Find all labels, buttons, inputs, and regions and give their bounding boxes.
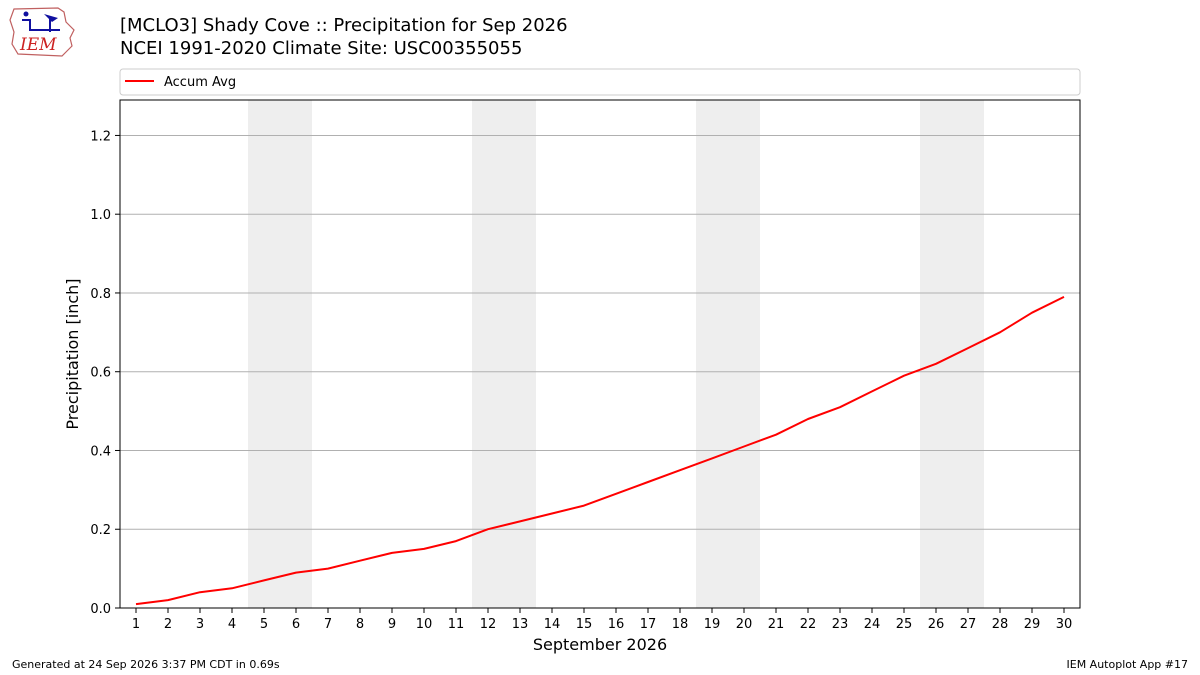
x-tick-label: 5	[260, 617, 268, 632]
weekend-shade-4	[920, 100, 984, 608]
x-tick-label: 23	[832, 617, 849, 632]
chart-title: [MCLO3] Shady Cove :: Precipitation for …	[120, 15, 568, 36]
x-tick-label: 12	[480, 617, 497, 632]
y-tick-label: 0.0	[90, 602, 111, 617]
y-axis-label: Precipitation [inch]	[63, 278, 82, 429]
x-tick-label: 25	[896, 617, 913, 632]
x-tick-label: 9	[388, 617, 396, 632]
x-axis-label: September 2026	[533, 635, 667, 654]
x-tick-label: 6	[292, 617, 300, 632]
footer-generated: Generated at 24 Sep 2026 3:37 PM CDT in …	[12, 658, 280, 671]
chart-subtitle: NCEI 1991-2020 Climate Site: USC00355055	[120, 38, 522, 59]
x-tick-label: 20	[736, 617, 753, 632]
y-tick-label: 0.8	[90, 287, 111, 302]
x-tick-label: 13	[512, 617, 529, 632]
x-tick-label: 7	[324, 617, 332, 632]
y-tick-label: 1.0	[90, 208, 111, 223]
y-tick-label: 0.4	[90, 444, 111, 459]
x-tick-label: 28	[992, 617, 1009, 632]
x-tick-label: 4	[228, 617, 236, 632]
x-tick-label: 14	[544, 617, 561, 632]
y-tick-label: 0.6	[90, 366, 111, 381]
weekend-shade-1	[248, 100, 312, 608]
iem-logo-text: IEM	[19, 35, 57, 55]
x-tick-label: 16	[608, 617, 625, 632]
legend-label-accum-avg: Accum Avg	[164, 75, 236, 90]
footer-app: IEM Autoplot App #17	[1067, 658, 1189, 671]
x-tick-label: 30	[1056, 617, 1073, 632]
x-tick-label: 24	[864, 617, 881, 632]
x-tick-label: 17	[640, 617, 657, 632]
x-tick-label: 27	[960, 617, 977, 632]
x-tick-label: 8	[356, 617, 364, 632]
x-tick-label: 18	[672, 617, 689, 632]
legend: Accum Avg	[119, 68, 1081, 96]
weekend-shade-2	[472, 100, 536, 608]
x-tick-label: 2	[164, 617, 172, 632]
x-tick-label: 3	[196, 617, 204, 632]
x-tick-label: 19	[704, 617, 721, 632]
x-tick-label: 15	[576, 617, 593, 632]
x-tick-label: 26	[928, 617, 945, 632]
x-tick-label: 1	[132, 617, 140, 632]
weekend-shade-3	[696, 100, 760, 608]
x-tick-label: 29	[1024, 617, 1041, 632]
x-tick-label: 22	[800, 617, 817, 632]
y-tick-label: 1.2	[90, 129, 111, 144]
x-tick-label: 10	[416, 617, 433, 632]
x-tick-label: 21	[768, 617, 785, 632]
series-line-accum-avg	[135, 296, 1065, 606]
y-tick-label: 0.2	[90, 523, 111, 538]
x-tick-label: 11	[448, 617, 465, 632]
plot-frame	[119, 99, 1081, 609]
iem-logo: IEM	[9, 7, 75, 57]
